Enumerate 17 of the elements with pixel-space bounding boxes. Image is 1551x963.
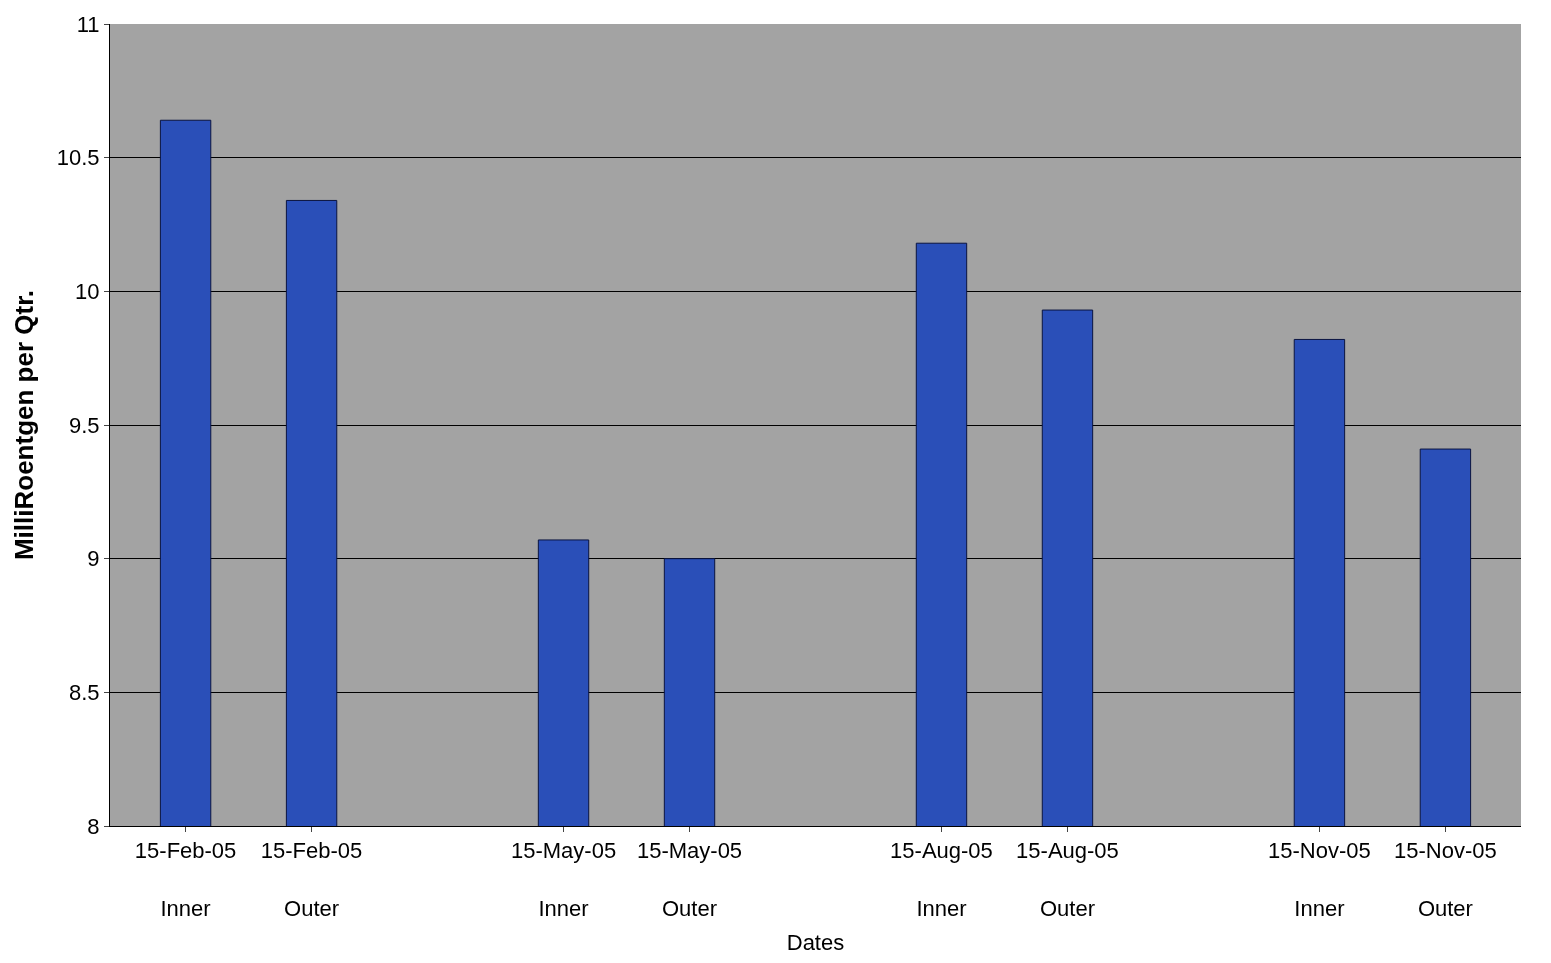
category-label: 15-Nov-05 Outer bbox=[1394, 838, 1497, 921]
category-label: 15-Aug-05 Outer bbox=[1016, 838, 1119, 921]
category-label: 15-Feb-05 Inner bbox=[134, 838, 237, 921]
y-tick-label: 8.5 bbox=[69, 680, 100, 706]
y-tick-label: 9 bbox=[87, 546, 100, 572]
y-tick-label: 10.5 bbox=[56, 145, 100, 171]
y-tick-label: 8 bbox=[87, 813, 100, 839]
category-label: 15-Feb-05 Outer bbox=[260, 838, 363, 921]
y-axis-title: MilliRoentgen per Qtr. bbox=[9, 289, 40, 561]
category-label: 15-May-05 Outer bbox=[636, 838, 743, 921]
category-label: 15-May-05 Inner bbox=[510, 838, 617, 921]
category-label: 15-Nov-05 Inner bbox=[1268, 838, 1371, 921]
y-tick-label: 10 bbox=[75, 279, 100, 305]
y-tick-label: 11 bbox=[76, 11, 100, 37]
y-tick-label: 9.5 bbox=[69, 412, 100, 438]
category-label: 15-Aug-05 Inner bbox=[890, 838, 993, 921]
x-axis-title: Dates bbox=[786, 930, 845, 956]
